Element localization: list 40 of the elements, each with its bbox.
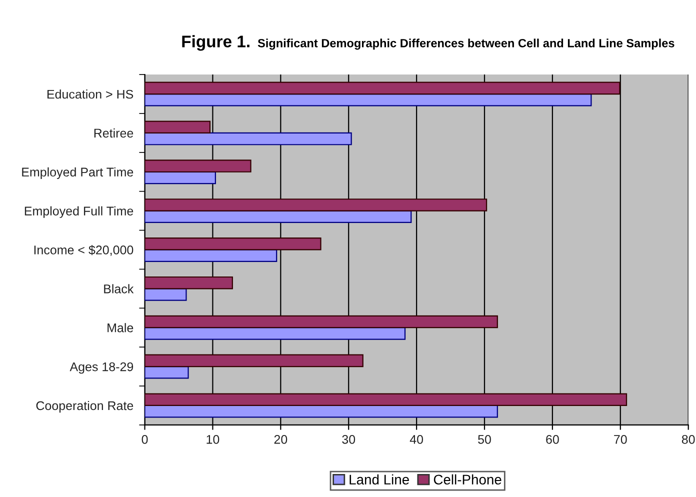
y-tick-label: Education > HS bbox=[47, 89, 134, 99]
y-tick-label: Cooperation Rate bbox=[36, 400, 134, 413]
x-tick-label: 10 bbox=[206, 434, 220, 444]
bar bbox=[144, 366, 189, 379]
y-tick-label: Income < $20,000 bbox=[34, 245, 134, 256]
x-tick-label: 30 bbox=[342, 434, 356, 444]
y-tick-label: Ages 18-29 bbox=[70, 362, 134, 374]
bar bbox=[144, 354, 364, 368]
x-tick-label: 20 bbox=[274, 434, 288, 444]
x-tick-label: 70 bbox=[614, 434, 627, 444]
bar bbox=[144, 315, 498, 328]
x-tick-label: 0 bbox=[142, 434, 148, 444]
bar bbox=[144, 132, 352, 146]
legend-label: Cell-Phone bbox=[434, 474, 502, 485]
x-tick-label: 50 bbox=[478, 434, 491, 444]
bar bbox=[144, 93, 592, 106]
chart-title: Figure 1. bbox=[182, 35, 250, 51]
x-tick-label: 60 bbox=[546, 434, 559, 444]
bar bbox=[144, 288, 187, 301]
bar bbox=[144, 198, 488, 212]
y-tick-label: Employed Part Time bbox=[22, 167, 134, 179]
x-tick-label: 80 bbox=[682, 434, 695, 444]
x-tick-label: 40 bbox=[410, 434, 424, 444]
bar bbox=[144, 276, 233, 290]
legend-label: Land Line bbox=[350, 474, 409, 485]
bar bbox=[144, 82, 620, 95]
bar bbox=[144, 171, 216, 184]
y-tick-label: Retiree bbox=[94, 128, 134, 138]
bar bbox=[144, 393, 628, 406]
bar bbox=[144, 120, 211, 134]
bar bbox=[144, 238, 322, 250]
bar bbox=[144, 404, 498, 418]
bar bbox=[144, 327, 406, 340]
bar bbox=[144, 210, 412, 224]
chart-subtitle: Significant Demographic Differences between Cell and Land Line Samples bbox=[258, 38, 674, 50]
y-tick-label: Employed Full Time bbox=[24, 206, 134, 218]
bar bbox=[144, 249, 278, 262]
y-tick-label: Male bbox=[108, 323, 134, 332]
y-tick-label: Black bbox=[104, 284, 134, 294]
bar bbox=[144, 160, 252, 172]
